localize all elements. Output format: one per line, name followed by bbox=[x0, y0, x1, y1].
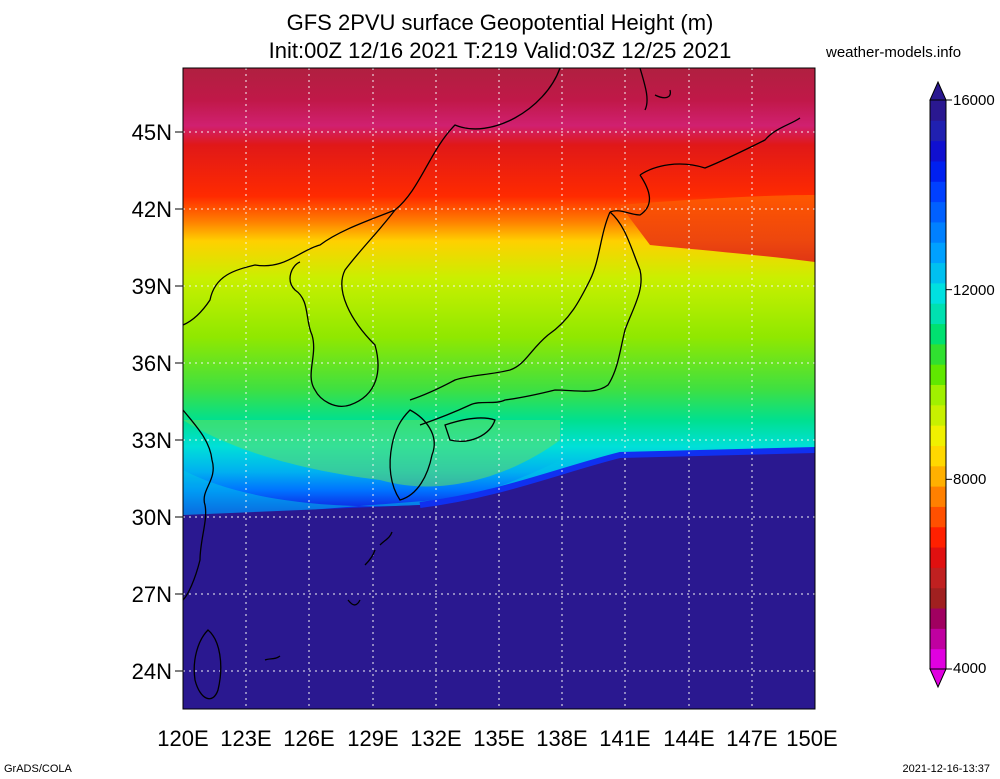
colorbar bbox=[929, 80, 952, 689]
axis-ticks bbox=[175, 131, 183, 672]
lon-label-120: 120E bbox=[157, 726, 208, 751]
colorbar-swatch bbox=[930, 445, 946, 467]
lon-label-150: 150E bbox=[786, 726, 837, 751]
colorbar-swatch bbox=[930, 303, 946, 325]
lon-label-123: 123E bbox=[220, 726, 271, 751]
lat-label-42: 42N bbox=[132, 197, 172, 222]
lat-label-39: 39N bbox=[132, 274, 172, 299]
lon-label-138: 138E bbox=[536, 726, 587, 751]
colorbar-swatch bbox=[930, 343, 946, 365]
colorbar-swatch bbox=[930, 140, 946, 162]
colorbar-swatch bbox=[930, 160, 946, 182]
colorbar-label-8000: 8000 bbox=[953, 471, 987, 488]
lon-label-135: 135E bbox=[473, 726, 524, 751]
lat-labels: 24N 27N 30N 33N 36N 39N 42N 45N bbox=[132, 120, 172, 684]
lat-label-33: 33N bbox=[132, 428, 172, 453]
footer-timestamp: 2021-12-16-13:37 bbox=[902, 763, 990, 775]
colorbar-swatch bbox=[930, 648, 946, 670]
coastlines bbox=[183, 68, 801, 700]
colorbar-swatch bbox=[930, 221, 946, 243]
colorbar-swatch bbox=[930, 486, 946, 507]
lat-label-24: 24N bbox=[132, 659, 172, 684]
colorbar-swatch bbox=[930, 547, 946, 568]
colorbar-swatch bbox=[930, 567, 946, 589]
colorbar-swatch bbox=[930, 465, 946, 487]
lat-label-45: 45N bbox=[132, 120, 172, 145]
colorbar-swatch bbox=[930, 404, 946, 426]
source-site: weather-models.info bbox=[826, 44, 962, 61]
map-title: GFS 2PVU surface Geopotential Height (m) bbox=[286, 10, 714, 35]
colorbar-swatch bbox=[930, 364, 946, 385]
colorbar-label-4000: 4000 bbox=[953, 660, 987, 677]
lon-label-132: 132E bbox=[410, 726, 461, 751]
lat-label-27: 27N bbox=[132, 582, 172, 607]
colorbar-min-arrow bbox=[929, 668, 947, 689]
colorbar-swatch bbox=[930, 262, 946, 284]
lon-label-126: 126E bbox=[283, 726, 334, 751]
colorbar-swatch bbox=[930, 282, 946, 304]
lon-label-144: 144E bbox=[663, 726, 714, 751]
lon-label-147: 147E bbox=[726, 726, 777, 751]
lat-label-36: 36N bbox=[132, 351, 172, 376]
lon-label-141: 141E bbox=[599, 726, 650, 751]
colorbar-swatch bbox=[930, 628, 946, 650]
lat-label-30: 30N bbox=[132, 505, 172, 530]
colorbar-swatch bbox=[930, 384, 946, 406]
lon-labels: 120E 123E 126E 129E 132E 135E 138E 141E … bbox=[157, 726, 837, 751]
colorbar-swatch bbox=[930, 201, 946, 223]
colorbar-swatch bbox=[930, 120, 946, 142]
colorbar-swatch bbox=[930, 526, 946, 548]
map-subtitle: Init:00Z 12/16 2021 T:219 Valid:03Z 12/2… bbox=[268, 38, 732, 63]
colorbar-max-arrow bbox=[929, 80, 947, 101]
footer-software: GrADS/COLA bbox=[4, 763, 72, 775]
colorbar-frame bbox=[929, 99, 947, 670]
graticule bbox=[183, 68, 815, 709]
colorbar-swatch bbox=[930, 242, 946, 264]
lon-label-129: 129E bbox=[347, 726, 398, 751]
colorbar-swatch bbox=[930, 608, 946, 629]
colorbar-swatch bbox=[930, 181, 946, 203]
colorbar-label-12000: 12000 bbox=[953, 282, 995, 299]
colorbar-swatch bbox=[930, 323, 946, 345]
colorbar-swatch bbox=[930, 587, 946, 609]
colorbar-label-16000: 16000 bbox=[953, 92, 995, 109]
map-frame bbox=[182, 67, 816, 710]
colorbar-swatch bbox=[930, 100, 946, 121]
colorbar-swatch bbox=[930, 425, 946, 446]
colorbar-swatch bbox=[930, 506, 946, 528]
